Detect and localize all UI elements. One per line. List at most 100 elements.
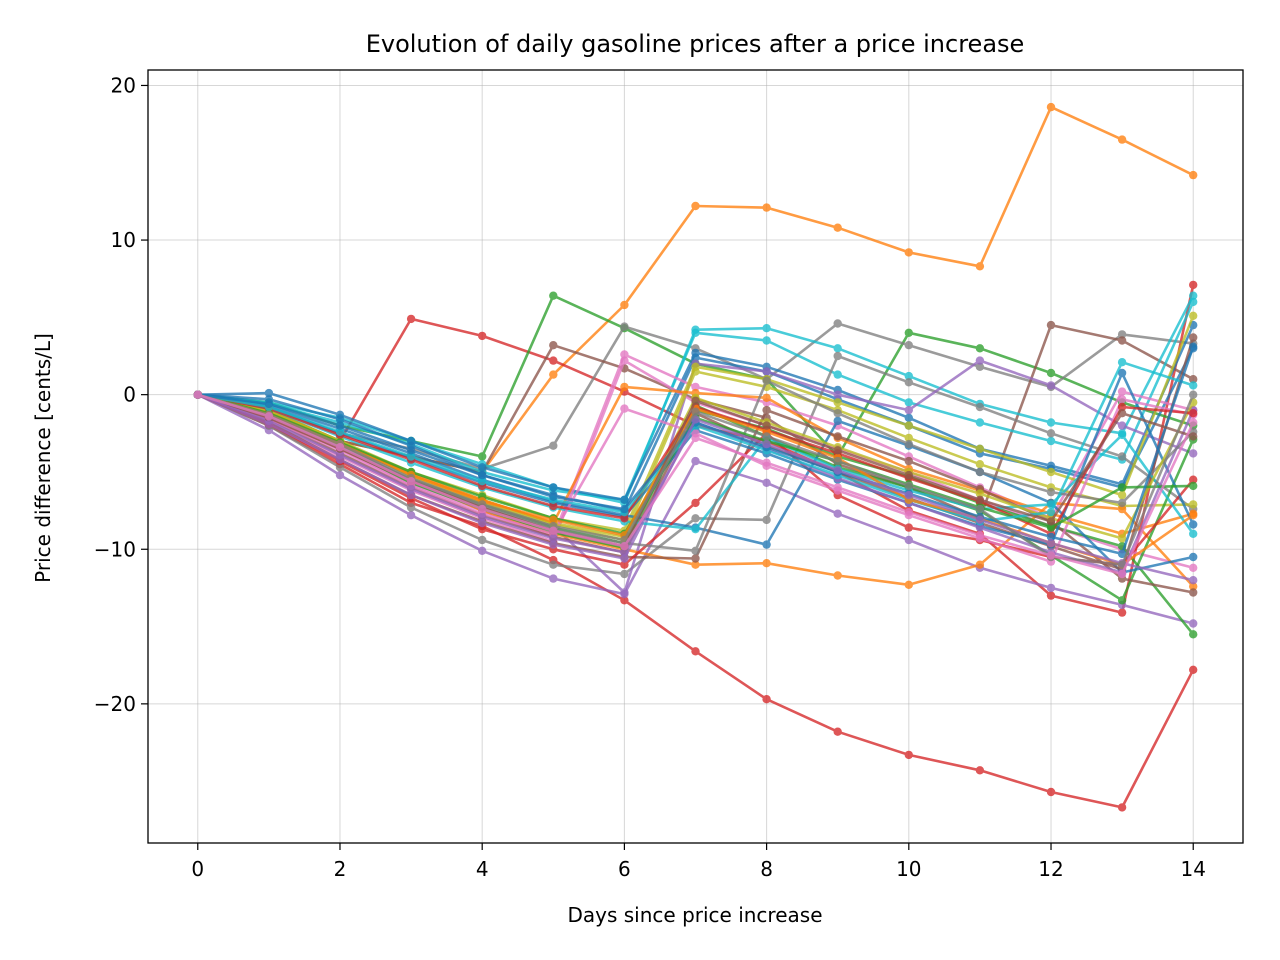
data-point	[762, 324, 771, 333]
data-point	[1189, 576, 1198, 585]
data-point	[1117, 368, 1127, 378]
data-point	[1189, 520, 1198, 529]
data-point	[1189, 619, 1198, 628]
data-point	[691, 554, 700, 563]
data-point	[1189, 170, 1198, 180]
data-point	[1046, 591, 1056, 600]
data-point	[335, 421, 345, 430]
data-point	[833, 727, 842, 736]
data-point	[904, 433, 913, 443]
data-point	[904, 490, 913, 500]
data-point	[904, 405, 913, 415]
data-point	[691, 498, 700, 508]
data-point	[264, 388, 274, 398]
data-point	[549, 341, 558, 350]
data-point	[833, 344, 842, 353]
data-point	[1046, 551, 1056, 560]
data-point	[833, 509, 842, 518]
data-point	[193, 390, 202, 399]
data-point	[1046, 517, 1056, 526]
data-point	[1117, 452, 1127, 461]
data-point	[1189, 475, 1198, 484]
data-point	[478, 525, 487, 534]
data-point	[620, 596, 629, 605]
data-point	[1046, 320, 1056, 330]
data-point	[691, 367, 700, 376]
data-point	[975, 560, 985, 569]
data-point	[1189, 481, 1198, 491]
data-point	[975, 262, 985, 271]
data-point	[691, 514, 700, 523]
data-point	[691, 396, 700, 405]
data-point	[549, 560, 558, 569]
data-point	[478, 463, 487, 472]
data-point	[975, 418, 985, 427]
data-point	[762, 540, 771, 549]
data-point	[691, 525, 700, 534]
data-point	[762, 393, 771, 402]
x-tick-label: 10	[896, 857, 921, 881]
data-point	[549, 356, 558, 365]
data-point	[904, 456, 913, 466]
data-point	[620, 542, 629, 551]
data-point	[406, 477, 416, 486]
data-point	[1189, 563, 1198, 572]
data-point	[975, 515, 985, 525]
data-point	[1189, 552, 1198, 562]
data-point	[975, 489, 985, 498]
data-point	[904, 398, 913, 407]
data-point	[406, 446, 416, 455]
data-point	[1117, 483, 1127, 492]
data-point	[762, 559, 771, 568]
data-point	[1117, 421, 1127, 430]
data-point	[975, 362, 985, 371]
data-point	[691, 201, 700, 211]
data-point	[549, 370, 558, 379]
x-tick-label: 0	[191, 857, 204, 881]
data-point	[406, 314, 416, 324]
data-point	[691, 647, 700, 656]
data-point	[620, 588, 629, 597]
data-point	[1046, 508, 1056, 517]
data-point	[1117, 596, 1127, 605]
data-point	[1117, 534, 1127, 543]
data-point	[833, 409, 842, 418]
data-point	[1046, 102, 1056, 112]
data-point	[762, 367, 771, 376]
data-point	[1117, 490, 1127, 500]
data-point	[1117, 498, 1127, 508]
data-point	[762, 458, 771, 467]
data-point	[833, 446, 842, 455]
data-point	[904, 371, 913, 381]
data-point	[975, 344, 985, 353]
data-point	[762, 376, 771, 385]
data-point	[975, 460, 985, 469]
x-axis-label: Days since price increase	[567, 903, 822, 927]
data-point	[833, 398, 842, 407]
data-point	[975, 402, 985, 412]
data-point	[833, 432, 842, 441]
data-point	[620, 404, 629, 413]
data-point	[1117, 504, 1127, 514]
data-point	[1189, 311, 1198, 320]
data-point	[1189, 333, 1198, 342]
data-point	[762, 203, 771, 212]
data-point	[549, 534, 558, 543]
data-point	[904, 413, 913, 422]
data-point	[691, 353, 700, 362]
data-point	[975, 504, 985, 514]
data-point	[1189, 409, 1198, 418]
data-point	[833, 483, 842, 492]
data-point	[833, 456, 842, 466]
data-point	[620, 514, 629, 523]
data-point	[478, 331, 487, 341]
data-point	[1189, 449, 1198, 458]
x-tick-label: 8	[760, 857, 773, 881]
data-point	[620, 300, 629, 310]
data-point	[620, 569, 629, 579]
data-point	[1117, 569, 1127, 579]
data-point	[1046, 368, 1056, 378]
data-point	[406, 490, 416, 500]
data-point	[904, 535, 913, 545]
